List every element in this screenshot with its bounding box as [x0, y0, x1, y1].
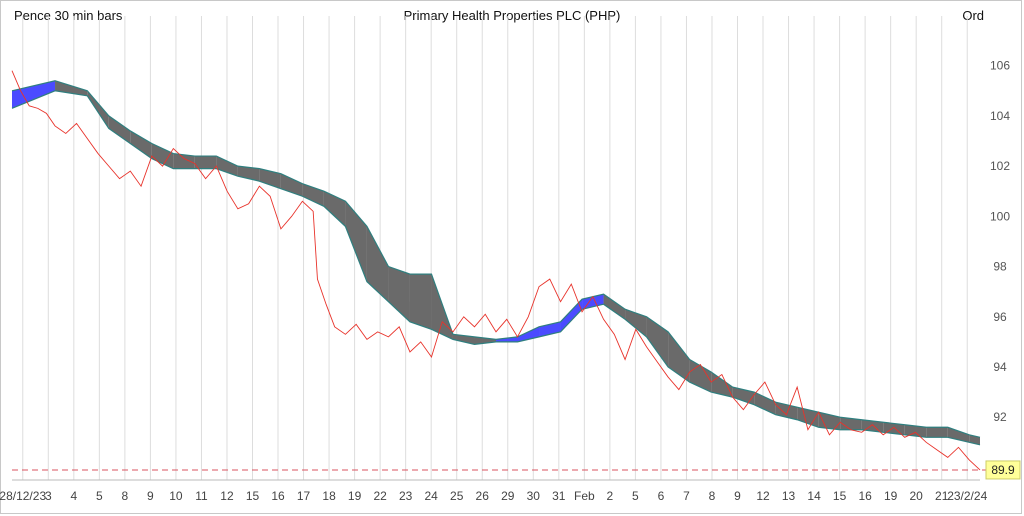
share-class-label: Ord: [962, 8, 984, 23]
x-tick-label: 23: [399, 489, 413, 503]
chart-interval-label: Pence 30 min bars: [14, 8, 123, 23]
cloud-segment: [646, 316, 669, 367]
y-tick-label: 98: [993, 260, 1007, 274]
cloud-segment: [625, 309, 647, 337]
x-tick-label: 24: [425, 489, 439, 503]
cloud-upper-edge: [11, 80, 981, 438]
y-tick-label: 102: [990, 159, 1010, 173]
price-series: [11, 70, 981, 471]
x-tick-label: 19: [348, 489, 362, 503]
x-tick-label: 16: [271, 489, 285, 503]
cloud-segment: [496, 336, 518, 342]
cloud-segment: [668, 331, 690, 383]
cloud-segment: [173, 153, 195, 169]
cloud-segment: [818, 412, 841, 430]
x-tick-label: 12: [220, 489, 234, 503]
price-line: [11, 70, 981, 471]
last-price-marker: 89.9: [12, 460, 1021, 480]
cloud-segment: [259, 168, 281, 189]
x-tick-label: 18: [322, 489, 336, 503]
x-tick-label: 31: [552, 489, 566, 503]
x-tick-label: 2: [607, 489, 614, 503]
x-tick-label: 15: [833, 489, 847, 503]
x-tick-label: 25: [450, 489, 464, 503]
cloud-area: [11, 80, 981, 446]
last-price-box: [985, 460, 1021, 480]
x-tick-label: 5: [96, 489, 103, 503]
cloud-segment: [732, 387, 755, 405]
cloud-segment: [87, 90, 109, 129]
x-tick-label: 15: [246, 489, 260, 503]
cloud-segment: [840, 417, 862, 430]
x-tick-label: 30: [527, 489, 541, 503]
cloud-segment: [560, 299, 583, 332]
cloud-segment: [345, 201, 367, 282]
x-tick-label: Feb: [574, 489, 595, 503]
cloud-segment: [237, 166, 260, 182]
x-tick-label: 10: [169, 489, 183, 503]
x-tick-label: 20: [910, 489, 924, 503]
x-tick-label: 12: [756, 489, 770, 503]
cloud-segment: [861, 419, 884, 433]
cloud-segment: [216, 156, 238, 177]
x-tick-label: 14: [807, 489, 821, 503]
x-tick-label: 26: [476, 489, 490, 503]
cloud-segment: [409, 274, 432, 330]
x-tick-label: 29: [501, 489, 515, 503]
x-tick-label: 8: [122, 489, 129, 503]
cloud-lower-edge: [11, 90, 981, 446]
cloud-segment: [797, 407, 819, 428]
cloud-segment: [947, 427, 970, 443]
cloud-segment: [883, 422, 905, 435]
cloud-segment: [194, 156, 217, 169]
cloud-segment: [775, 402, 798, 420]
x-tick-label: 22: [373, 489, 387, 503]
cloud-segment: [108, 115, 131, 144]
x-tick-label: 21: [935, 489, 949, 503]
y-tick-label: 106: [990, 59, 1010, 73]
cloud-segment: [323, 191, 346, 227]
y-tick-label: 94: [993, 360, 1007, 374]
y-tick-label: 92: [993, 410, 1007, 424]
cloud-segment: [12, 80, 56, 109]
x-tick-label: 17: [297, 489, 311, 503]
x-tick-label: 9: [734, 489, 741, 503]
cloud-segment: [388, 266, 410, 322]
cloud-segment: [130, 130, 152, 159]
y-axis: 92 94 96 98 100 102 104 106: [990, 59, 1010, 425]
y-tick-label: 104: [990, 109, 1010, 123]
x-tick-label: 8: [709, 489, 716, 503]
cloud-segment: [926, 427, 948, 438]
cloud-segment: [366, 226, 389, 302]
cloud-segment: [452, 334, 475, 345]
x-axis: 28/12/233 4 5 8 9 10 11 12 15 16 17 18 19 22 23 24 25 26 2…: [0, 479, 988, 503]
x-tick-label: 28/12/23: [0, 489, 46, 503]
x-tick-label: 6: [658, 489, 665, 503]
y-tick-label: 100: [990, 209, 1010, 223]
x-tick-label: 9: [147, 489, 154, 503]
x-tick-label: 23/2/24: [947, 489, 987, 503]
x-tick-label: 16: [858, 489, 872, 503]
last-price-label: 89.9: [991, 463, 1015, 477]
x-tick-label: 7: [683, 489, 690, 503]
chart-title: Primary Health Properties PLC (PHP): [403, 8, 621, 23]
x-tick-label: 11: [195, 489, 208, 503]
grid: [22, 16, 968, 480]
y-tick-label: 96: [993, 310, 1007, 324]
x-tick-label: 4: [70, 489, 77, 503]
cloud-segment: [969, 434, 980, 445]
x-tick-label: 13: [782, 489, 796, 503]
x-tick-label: 19: [884, 489, 898, 503]
cloud-segment: [151, 143, 174, 169]
cloud-segment: [754, 392, 776, 415]
x-tick-label: 5: [632, 489, 639, 503]
cloud-segment: [603, 294, 626, 320]
cloud-segment: [904, 424, 927, 438]
x-tick-label: 3: [45, 489, 52, 503]
cloud-segment: [280, 173, 303, 197]
